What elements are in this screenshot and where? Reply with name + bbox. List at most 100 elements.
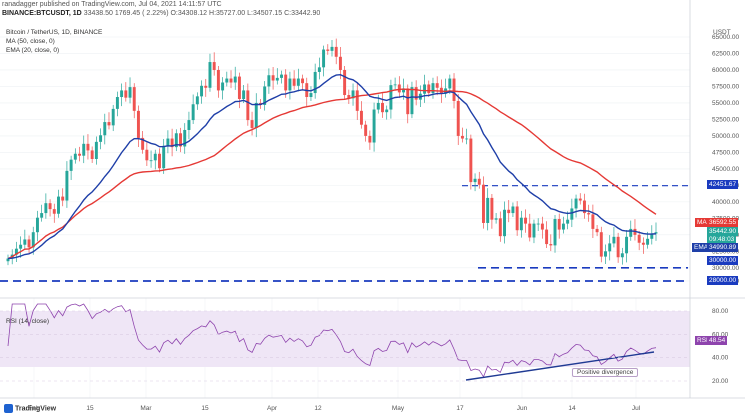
chart-title: Bitcoin / TetherUS, 1D, BINANCE	[6, 29, 103, 36]
candle-body	[410, 87, 414, 115]
price-tick-label: 50000.00	[712, 133, 739, 140]
candle-body	[637, 234, 641, 243]
candle-body	[465, 138, 469, 140]
candle-body	[153, 153, 157, 161]
candle-body	[35, 217, 39, 233]
candle-body	[141, 137, 145, 150]
candle-body	[574, 198, 578, 209]
candle-body	[545, 229, 549, 245]
candle-body	[650, 233, 654, 239]
candle-body	[494, 218, 498, 220]
candle-body	[469, 138, 473, 183]
candle-body	[351, 90, 355, 99]
ema-20-line	[7, 73, 657, 260]
candle-body	[519, 217, 523, 231]
candle-body	[69, 159, 73, 171]
tradingview-logo-icon	[4, 404, 13, 413]
rsi-legend: RSI (14, close)	[6, 318, 49, 325]
candle-body	[604, 251, 607, 257]
price-tick-label: 47500.00	[712, 149, 739, 156]
symbol-label: BINANCE:BTCUSDT, 1D	[2, 10, 82, 17]
candle-body	[40, 213, 44, 218]
candle-body	[61, 196, 65, 201]
candle-body	[48, 203, 52, 210]
candle-body	[99, 135, 103, 142]
rsi-tick-label: 40.00	[712, 355, 729, 362]
candle-body	[233, 76, 237, 83]
candle-body	[372, 109, 376, 143]
candle-body	[280, 74, 283, 78]
candle-body	[595, 228, 599, 233]
candle-body	[191, 104, 195, 121]
candle-body	[107, 122, 111, 126]
candle-body	[179, 133, 182, 147]
candle-body	[452, 78, 456, 101]
candle-body	[591, 214, 595, 229]
time-tick-label: Feb	[28, 405, 40, 412]
candle-body	[427, 84, 431, 94]
ma-axis-value: 36592.55	[707, 218, 739, 227]
candle-body	[498, 218, 502, 237]
candle-body	[620, 253, 624, 258]
candle-body	[200, 85, 204, 97]
candle-body	[14, 248, 18, 255]
candle-body	[629, 228, 633, 237]
candle-body	[582, 200, 586, 214]
candle-body	[73, 153, 77, 160]
candle-body	[250, 120, 254, 129]
candle-body	[296, 78, 300, 86]
price-tick-label: 52500.00	[712, 116, 739, 123]
candle-body	[389, 85, 393, 110]
candle-body	[616, 236, 620, 258]
time-tick-label: 14	[568, 405, 576, 412]
price-tick-label: 60000.00	[712, 67, 739, 74]
candle-body	[284, 74, 288, 91]
candle-body	[460, 135, 464, 139]
candle-body	[317, 67, 321, 72]
candle-body	[254, 102, 258, 129]
ema-axis-label: EMA	[692, 243, 711, 252]
rsi-trendline	[465, 351, 655, 381]
ma-axis-label: MA	[695, 218, 709, 227]
candle-body	[237, 76, 241, 99]
ma-legend: MA (50, close, 0)	[6, 38, 55, 45]
candle-body	[376, 102, 380, 110]
price-tick-label: 55000.00	[712, 100, 739, 107]
candle-body	[625, 236, 629, 254]
candle-body	[90, 150, 94, 159]
candle-body	[355, 90, 359, 111]
candle-body	[385, 109, 389, 113]
rsi-tick-label: 60.00	[712, 331, 729, 338]
candle-body	[195, 96, 199, 105]
candle-body	[397, 84, 401, 93]
time-tick-label: Jun	[517, 405, 528, 412]
candle-body	[242, 90, 246, 99]
price-tick-label: 30000.00	[712, 265, 739, 272]
time-tick-label: 12	[314, 405, 322, 412]
candle-body	[145, 149, 149, 161]
last-price-tag: 35442.90	[707, 227, 739, 236]
candle-body	[221, 82, 225, 91]
tradingview-logo-text: TradingView	[15, 405, 57, 413]
candle-body	[78, 153, 82, 156]
tradingview-logo: TradingView	[4, 404, 56, 413]
candle-body	[124, 90, 128, 98]
candle-body	[515, 206, 519, 231]
candle-body	[448, 78, 452, 89]
divergence-annotation: Positive divergence	[572, 368, 639, 377]
candle-body	[94, 141, 98, 159]
candle-body	[402, 88, 406, 93]
time-axis: Feb 15 Mar 15 Apr 12 May 17 Jun 14 Jul	[28, 405, 640, 412]
candle-body	[482, 184, 485, 223]
candle-body	[246, 90, 250, 121]
candle-body	[423, 84, 427, 94]
candle-body	[612, 236, 616, 244]
candle-body	[608, 243, 612, 252]
publish-info: ranadagger published on TradingView.com,…	[2, 1, 222, 8]
price-tick-label: 45000.00	[712, 166, 739, 173]
candle-body	[364, 124, 368, 136]
rsi-axis: 80.00 60.00 40.00 20.00	[0, 308, 729, 385]
candle-body	[477, 178, 481, 185]
candle-body	[646, 238, 650, 245]
